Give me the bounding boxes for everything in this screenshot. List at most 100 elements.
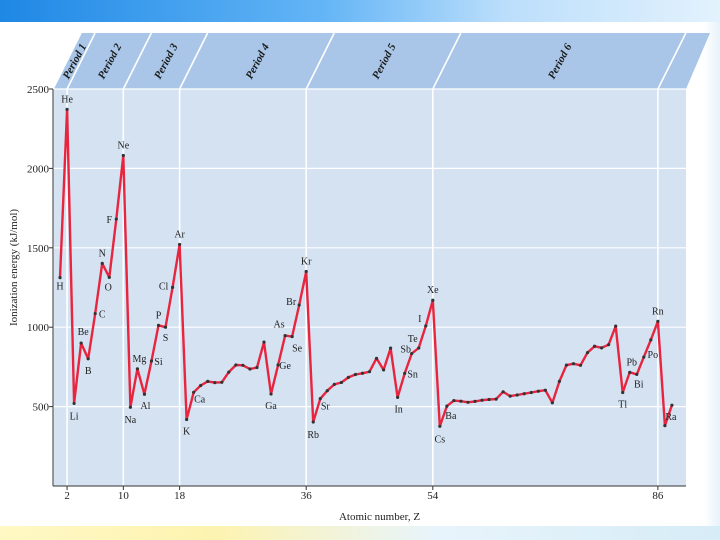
element-label: Ra <box>665 412 677 423</box>
data-point <box>614 324 618 328</box>
data-point <box>445 404 449 408</box>
element-label: Mg <box>132 354 146 365</box>
data-point <box>628 370 632 374</box>
data-point <box>410 351 414 356</box>
x-tick-label: 36 <box>301 490 313 502</box>
data-point <box>100 261 104 265</box>
axes <box>52 89 686 487</box>
data-point <box>163 325 168 329</box>
x-axis-label: Atomic number, Z <box>339 511 420 523</box>
element-label: H <box>56 282 63 293</box>
data-point <box>417 346 421 350</box>
x-tick-label: 18 <box>174 490 186 502</box>
slide-right-edge <box>704 22 720 526</box>
data-point <box>438 424 442 428</box>
data-point <box>635 372 639 376</box>
data-point <box>128 405 132 409</box>
y-tick-labels: 500 1000 1500 2000 2500 <box>27 84 53 414</box>
element-label: Te <box>408 334 418 345</box>
y-tick-label: 1500 <box>27 243 50 255</box>
data-point <box>58 276 62 280</box>
element-label: Rb <box>307 430 319 441</box>
element-label: Tl <box>618 399 627 410</box>
data-point <box>332 382 336 386</box>
data-point <box>389 346 393 350</box>
y-tick-label: 2000 <box>27 163 50 175</box>
data-point <box>459 399 463 403</box>
data-point <box>529 390 533 395</box>
period-divider-slant <box>305 32 335 90</box>
data-point <box>578 363 583 367</box>
element-label: Ca <box>194 394 206 405</box>
data-point <box>107 275 111 279</box>
data-point <box>557 379 562 383</box>
data-point <box>494 397 498 401</box>
ionization-energy-line <box>58 108 674 428</box>
element-label: Sb <box>400 345 411 356</box>
data-point <box>213 381 217 385</box>
data-point <box>178 242 182 247</box>
data-point <box>501 390 505 394</box>
y-tick-label: 500 <box>33 402 50 414</box>
data-point <box>431 298 435 302</box>
data-point <box>353 372 358 377</box>
data-point <box>396 395 400 399</box>
data-point <box>424 324 428 328</box>
data-point <box>543 388 547 392</box>
data-point <box>346 375 350 379</box>
data-point <box>86 357 90 361</box>
data-point <box>311 420 315 424</box>
element-label: Pb <box>626 357 637 368</box>
data-points <box>58 107 674 428</box>
data-point <box>473 399 477 403</box>
data-point <box>248 367 252 371</box>
element-label: Cs <box>435 434 446 445</box>
element-label: N <box>99 248 106 259</box>
element-label: Be <box>78 327 90 338</box>
data-point <box>367 370 372 374</box>
data-point <box>79 341 83 345</box>
data-point <box>670 403 674 407</box>
data-point <box>585 351 590 355</box>
data-point <box>255 365 259 370</box>
data-point <box>656 319 660 323</box>
data-point <box>480 398 484 402</box>
data-point <box>374 356 379 360</box>
plot-area <box>53 89 686 486</box>
data-point <box>121 153 125 158</box>
data-point <box>508 394 512 398</box>
slide-top-bar <box>0 0 720 22</box>
data-point <box>466 400 470 404</box>
element-label: Cl <box>159 281 169 292</box>
data-point <box>142 392 147 396</box>
element-label: P <box>156 310 162 321</box>
data-point <box>571 362 576 366</box>
data-point <box>304 269 308 274</box>
element-label: Na <box>125 415 137 426</box>
element-label: Sn <box>407 369 418 380</box>
element-label: Ne <box>117 141 129 152</box>
data-point <box>206 379 210 383</box>
data-point <box>536 389 540 393</box>
data-point <box>339 380 343 385</box>
data-point <box>621 390 625 395</box>
data-point <box>72 401 76 406</box>
element-label: F <box>107 215 113 226</box>
data-point <box>220 380 224 384</box>
element-label: Ar <box>174 229 185 240</box>
data-point <box>297 303 301 307</box>
element-label: Se <box>292 344 303 355</box>
period-divider-slant <box>432 32 462 90</box>
data-point <box>318 397 322 401</box>
element-label: Po <box>648 350 659 361</box>
element-label: Rn <box>652 306 664 317</box>
data-point <box>381 368 386 372</box>
element-label: Ba <box>445 411 457 422</box>
element-label: As <box>274 320 285 331</box>
period-divider-slant <box>657 32 687 90</box>
element-label: Ga <box>265 401 277 412</box>
element-label: Li <box>70 411 79 422</box>
data-point <box>487 397 491 402</box>
element-label: Al <box>140 401 150 412</box>
period-divider-slant <box>122 32 153 90</box>
